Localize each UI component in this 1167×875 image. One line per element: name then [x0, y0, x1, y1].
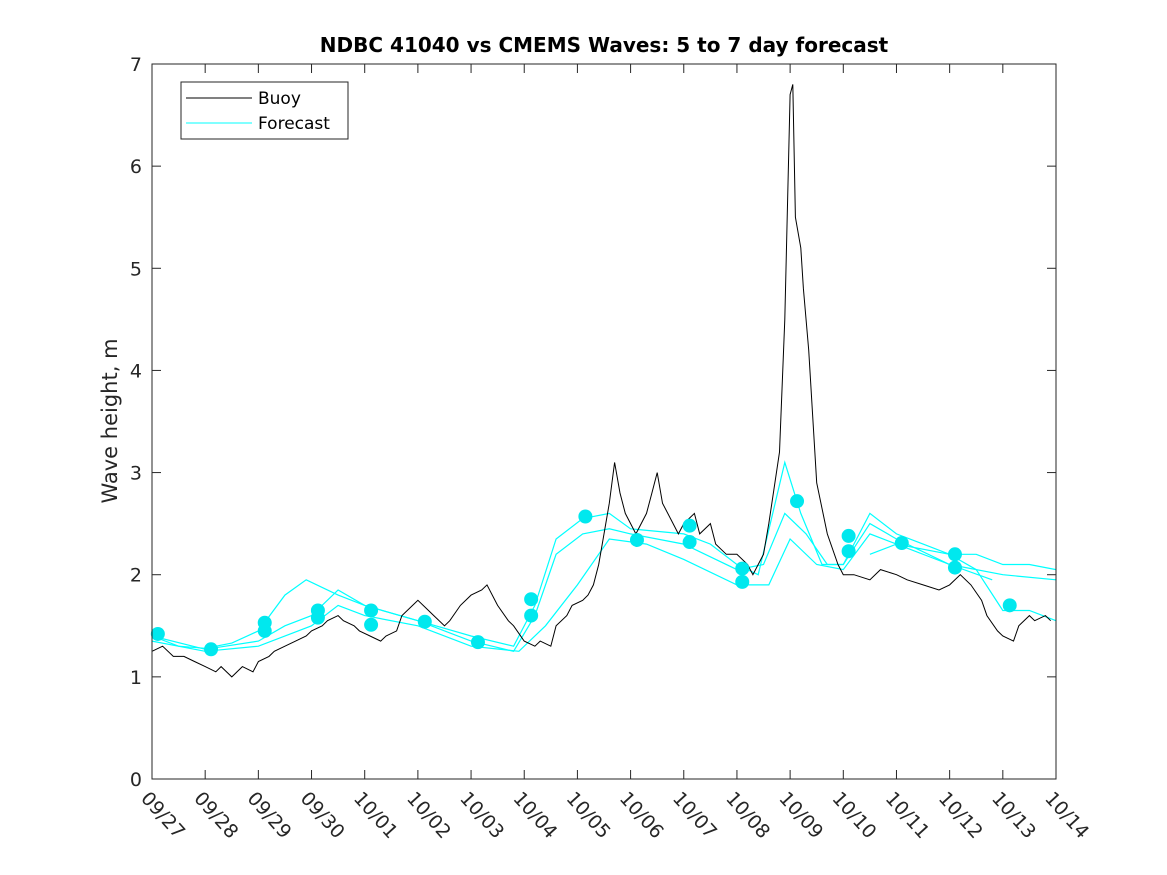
forecast-point — [578, 509, 593, 524]
forecast-point — [682, 518, 697, 533]
legend-forecast-label: Forecast — [258, 114, 330, 134]
chart-title: NDBC 41040 vs CMEMS Waves: 5 to 7 day fo… — [320, 33, 889, 57]
forecast-point — [841, 528, 856, 543]
forecast-point — [947, 547, 962, 562]
y-axis: 0 1 2 3 4 5 6 7 — [130, 54, 1056, 791]
forecast-point — [364, 603, 379, 618]
legend: Buoy Forecast — [180, 81, 349, 140]
forecast-line-2 — [151, 533, 993, 652]
forecast-point — [524, 592, 539, 607]
forecast-line-0 — [151, 460, 1057, 649]
forecast-point — [204, 642, 219, 657]
forecast-point — [1002, 598, 1017, 613]
forecast-point — [735, 561, 750, 576]
y-axis-label: Wave height, m — [98, 338, 122, 503]
y-tick-label: 7 — [130, 54, 142, 76]
legend-box — [180, 81, 349, 140]
forecast-point — [841, 544, 856, 559]
forecast-point — [524, 608, 539, 623]
legend-buoy-label: Buoy — [258, 89, 301, 109]
forecast-point — [364, 617, 379, 632]
y-tick-label: 0 — [130, 769, 142, 791]
y-tick-label: 2 — [130, 565, 142, 587]
forecast-point — [150, 626, 165, 641]
forecast-point — [629, 532, 644, 547]
forecast-point — [682, 535, 697, 550]
forecast-point — [257, 623, 272, 638]
buoy-line — [151, 84, 1052, 678]
forecast-point — [947, 560, 962, 575]
y-tick-label: 1 — [130, 667, 142, 689]
y-tick-label: 4 — [130, 360, 142, 382]
forecast-point — [310, 610, 325, 625]
y-tick-label: 5 — [130, 258, 142, 280]
y-tick-label: 6 — [130, 156, 142, 178]
forecast-point — [735, 574, 750, 589]
plot-area — [150, 84, 1057, 678]
y-tick-label: 3 — [130, 463, 142, 485]
forecast-point — [470, 635, 485, 650]
forecast-point — [790, 494, 805, 509]
forecast-point — [417, 614, 432, 629]
axes-box — [151, 63, 1057, 780]
forecast-point — [894, 536, 909, 551]
